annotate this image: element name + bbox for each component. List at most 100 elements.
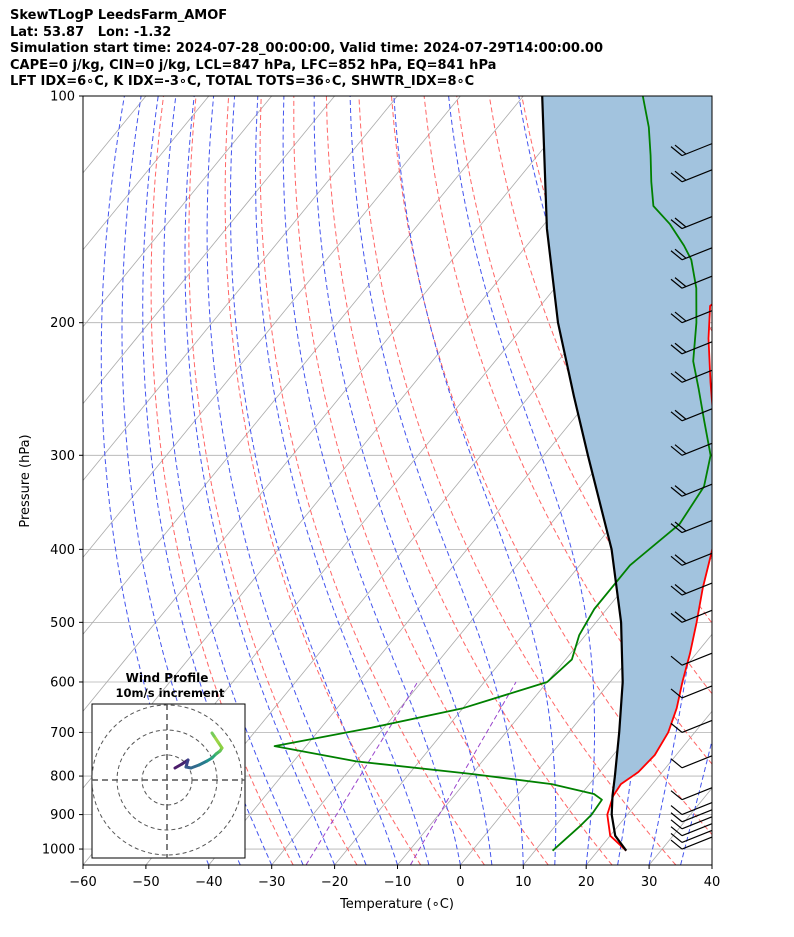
barb-staff bbox=[681, 169, 713, 183]
wind-barb bbox=[670, 685, 713, 699]
barb-staff bbox=[681, 408, 713, 422]
barb-flag bbox=[674, 371, 687, 382]
barb-staff bbox=[681, 685, 713, 699]
dry-adiabat-line bbox=[293, 96, 549, 865]
cape-shading bbox=[542, 96, 712, 796]
isotherm-line bbox=[397, 479, 712, 865]
barb-flag bbox=[674, 277, 687, 288]
barb-staff bbox=[681, 652, 713, 666]
wind-barb bbox=[670, 836, 713, 850]
wind-barb bbox=[670, 823, 713, 837]
wind-barb bbox=[670, 582, 713, 596]
barb-staff bbox=[681, 310, 713, 324]
barb-staff bbox=[681, 483, 713, 497]
barb-flag bbox=[670, 655, 683, 666]
barb-staff bbox=[681, 609, 713, 623]
isotherm-line bbox=[83, 96, 273, 328]
x-tick-label: 40 bbox=[704, 875, 721, 890]
barb-flag bbox=[670, 555, 683, 566]
barb-staff bbox=[681, 823, 713, 837]
parcel-line bbox=[541, 96, 628, 852]
dry-adiabat-line bbox=[259, 96, 485, 865]
wind-barb bbox=[670, 552, 713, 566]
barb-flag bbox=[670, 146, 683, 157]
barb-flag bbox=[670, 790, 683, 801]
barb-staff bbox=[681, 369, 713, 383]
wind-barb bbox=[670, 609, 713, 623]
moist-adiabat-line bbox=[313, 96, 493, 865]
moist-adiabat-line bbox=[711, 863, 712, 865]
y-tick-label: 100 bbox=[50, 90, 75, 105]
barb-staff bbox=[681, 442, 713, 456]
wind-barbs bbox=[670, 143, 713, 850]
moist-adiabat-line bbox=[206, 96, 367, 865]
cape-line: CAPE=0 j/kg, CIN=0 j/kg, LCL=847 hPa, LF… bbox=[10, 57, 497, 73]
barb-staff bbox=[681, 755, 713, 769]
wind-barb bbox=[670, 719, 713, 733]
dry-adiabat-line bbox=[188, 96, 358, 865]
chart-title: SkewTLogP LeedsFarm_AMOF bbox=[10, 8, 228, 23]
barb-flag bbox=[674, 409, 687, 420]
x-tick-label: −20 bbox=[321, 875, 348, 890]
barb-staff bbox=[681, 216, 713, 230]
barb-flag bbox=[670, 758, 683, 769]
barb-flag bbox=[670, 523, 683, 534]
dry-adiabat-line bbox=[783, 96, 794, 865]
mixing-ratio-line bbox=[305, 681, 419, 865]
barb-flag bbox=[674, 444, 687, 455]
barb-flag bbox=[670, 805, 683, 816]
isotherm-line bbox=[83, 96, 210, 251]
x-tick-label: −50 bbox=[132, 875, 159, 890]
barb-flag bbox=[674, 342, 687, 353]
isotherm-line bbox=[83, 96, 587, 712]
barb-flag bbox=[670, 172, 683, 183]
wind-barb bbox=[670, 369, 713, 383]
wind-barb bbox=[670, 809, 713, 823]
barb-staff bbox=[681, 836, 713, 850]
hodograph-title: Wind Profile bbox=[126, 671, 209, 685]
barb-staff bbox=[681, 143, 713, 157]
wind-barb bbox=[670, 787, 713, 801]
moist-adiabat-line bbox=[282, 96, 461, 865]
barb-flag bbox=[670, 612, 683, 623]
dry-adiabat-line bbox=[150, 96, 294, 865]
y-tick-label: 800 bbox=[50, 770, 75, 785]
hodograph-trace bbox=[210, 731, 216, 738]
barb-staff bbox=[681, 247, 713, 261]
isotherm-line bbox=[460, 556, 712, 865]
barb-staff bbox=[681, 582, 713, 596]
barb-staff bbox=[681, 829, 713, 843]
barb-flag bbox=[674, 170, 687, 181]
hodograph-subtitle: 10m/s increment bbox=[116, 686, 225, 700]
dewpoint-line bbox=[273, 96, 712, 852]
y-tick-label: 900 bbox=[50, 808, 75, 823]
isotherm-line bbox=[585, 710, 712, 865]
wind-barb bbox=[670, 169, 713, 183]
x-tick-label: 30 bbox=[641, 875, 658, 890]
x-tick-label: 0 bbox=[456, 875, 464, 890]
y-axis-label: Pressure (hPa) bbox=[18, 434, 33, 527]
barb-staff bbox=[681, 552, 713, 566]
wind-barb bbox=[670, 520, 713, 534]
barb-flag bbox=[674, 584, 687, 594]
barb-flag bbox=[670, 585, 683, 596]
hodograph-frame bbox=[91, 703, 246, 859]
dry-adiabat-line bbox=[750, 96, 794, 865]
barb-staff bbox=[681, 816, 713, 830]
y-tick-label: 1000 bbox=[42, 843, 75, 858]
dry-adiabat-line bbox=[358, 96, 677, 865]
barb-staff bbox=[681, 787, 713, 801]
isotherm-line bbox=[83, 96, 398, 482]
x-tick-label: 20 bbox=[578, 875, 595, 890]
wind-barb bbox=[670, 816, 713, 830]
wind-barb bbox=[670, 310, 713, 324]
barb-flag bbox=[674, 248, 687, 259]
wind-barb bbox=[670, 216, 713, 230]
barb-flag bbox=[670, 411, 683, 422]
barb-staff bbox=[681, 802, 713, 816]
barb-flag bbox=[670, 344, 683, 355]
barb-flag bbox=[674, 217, 687, 228]
x-tick-label: −10 bbox=[384, 875, 411, 890]
barb-flag bbox=[674, 611, 687, 622]
